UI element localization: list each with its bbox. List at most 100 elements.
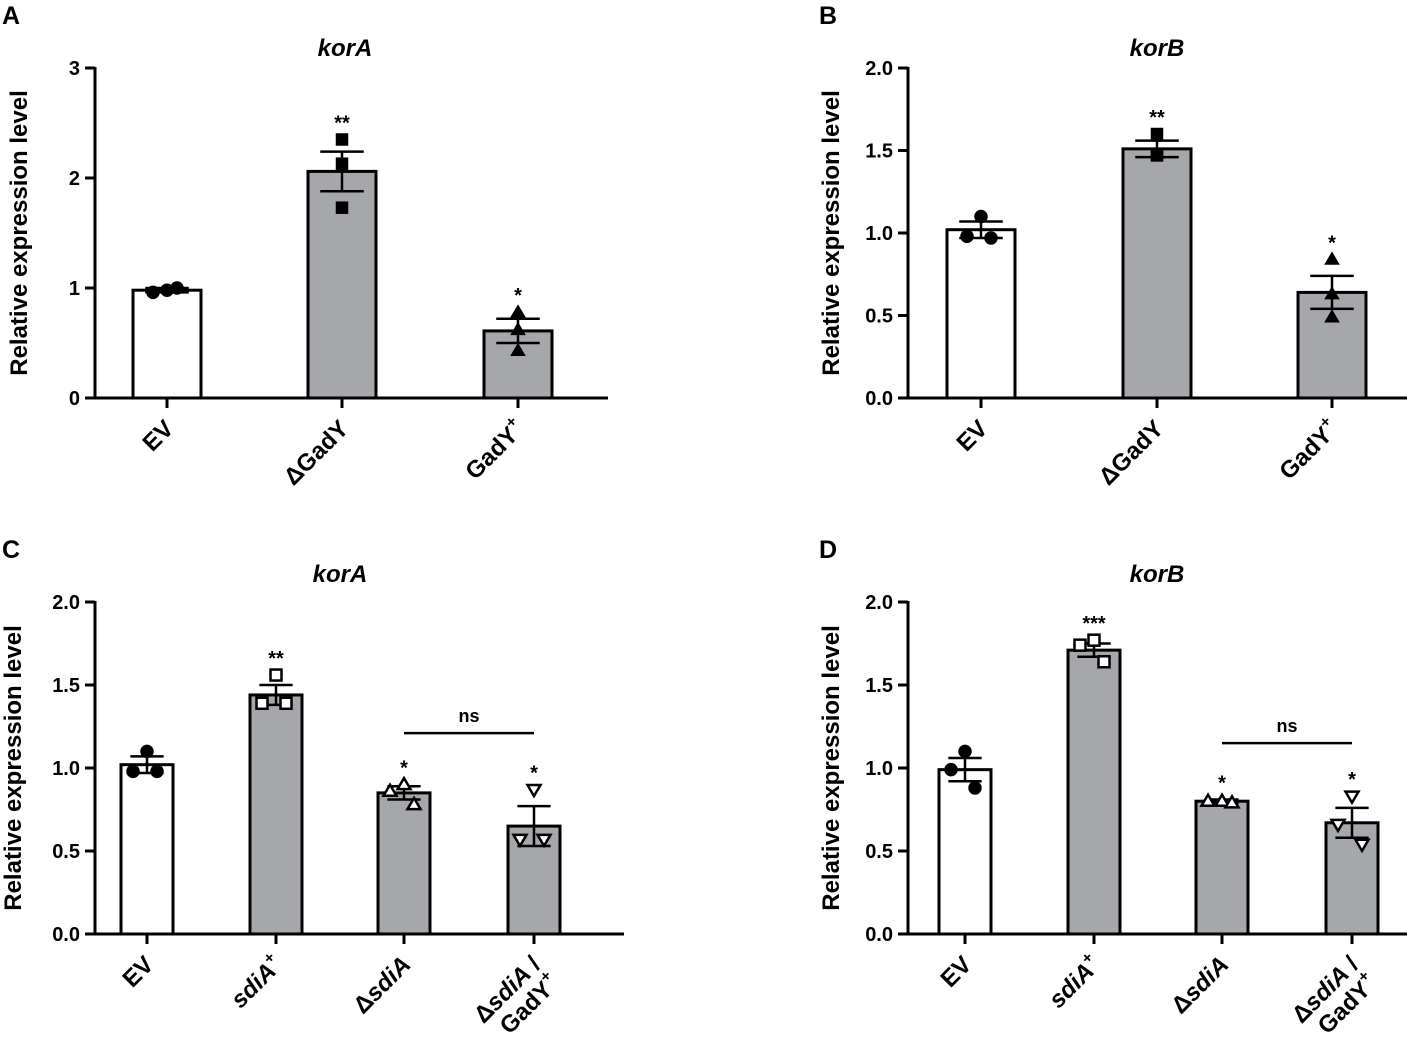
- bar-1: [1121, 147, 1193, 400]
- data-point: [1073, 638, 1087, 652]
- comparison-label: ns: [458, 706, 479, 726]
- x-tick-label: ΔsdiA /GadY+: [469, 951, 558, 1040]
- data-point: [960, 229, 974, 244]
- y-tick-label: 3: [69, 58, 80, 80]
- significance-label: **: [1149, 107, 1165, 129]
- x-tick-label: GadY+: [458, 413, 530, 485]
- y-axis-label: Relative expression level: [818, 90, 845, 376]
- y-tick-label: 0.0: [865, 924, 893, 946]
- x-tick-label: EV: [118, 951, 160, 993]
- x-tick-label: EV: [936, 951, 978, 993]
- data-point: [525, 783, 543, 799]
- x-tick-label-text: EV: [138, 415, 180, 457]
- bar-1: [306, 169, 378, 400]
- data-point: [974, 209, 988, 224]
- bar-0: [131, 288, 203, 400]
- x-tick-label: ΔGadY: [1094, 415, 1170, 491]
- y-tick-label: 1: [69, 278, 80, 300]
- significance-label: ***: [1082, 613, 1106, 635]
- data-point: [944, 762, 958, 777]
- data-point: [1097, 655, 1111, 669]
- data-point: [958, 744, 972, 759]
- data-point: [335, 157, 349, 170]
- x-tick-label-text: EV: [936, 951, 978, 993]
- x-tick-label-text: GadY+: [458, 413, 530, 485]
- data-point: [984, 231, 998, 245]
- data-point: [170, 281, 184, 295]
- y-tick-label: 2: [69, 168, 80, 190]
- data-point: [1199, 792, 1217, 807]
- y-axis-label: Relative expression level: [818, 625, 845, 911]
- y-tick-label: 1.5: [865, 141, 893, 163]
- y-tick-label: 0.5: [865, 841, 893, 863]
- panel-label: D: [819, 536, 837, 564]
- data-point: [405, 795, 423, 811]
- y-tick-label: 2.0: [865, 58, 893, 80]
- chart-title: korB: [1130, 35, 1185, 62]
- data-point: [150, 764, 164, 779]
- y-tick-label: 0: [69, 388, 80, 410]
- x-tick-label: EV: [138, 415, 180, 457]
- data-point: [510, 304, 526, 318]
- chart-title: korB: [1130, 561, 1185, 588]
- panel-label: B: [819, 2, 837, 30]
- chart-title: korA: [313, 561, 368, 588]
- y-tick-label: 1.5: [865, 675, 893, 697]
- data-point: [335, 201, 349, 214]
- data-point: [146, 285, 160, 300]
- bar-0: [937, 768, 993, 936]
- data-point: [1213, 792, 1231, 807]
- data-point: [1223, 793, 1241, 809]
- y-tick-label: 2.0: [52, 592, 80, 614]
- x-tick-label: ΔGadY: [279, 415, 355, 491]
- x-tick-label: sdiA+: [224, 949, 289, 1014]
- y-axis-label: Relative expression level: [0, 625, 27, 911]
- data-point: [1324, 286, 1340, 300]
- comparison-label: ns: [1276, 716, 1297, 736]
- x-tick-label-text: ΔGadY: [279, 415, 355, 491]
- significance-label: *: [1348, 769, 1356, 791]
- data-point: [1087, 633, 1101, 647]
- data-point: [255, 696, 269, 711]
- data-point: [1353, 838, 1371, 854]
- panel-label: C: [2, 536, 20, 564]
- bar-0: [119, 763, 175, 936]
- y-axis-label: Relative expression level: [6, 90, 33, 376]
- data-point: [279, 696, 293, 711]
- data-point: [1343, 790, 1361, 806]
- bar-1: [1066, 648, 1122, 936]
- x-tick-label: EV: [952, 415, 994, 457]
- significance-label: *: [514, 285, 522, 307]
- x-tick-label-text: ΔGadY: [1094, 415, 1170, 491]
- y-tick-label: 0.5: [865, 306, 893, 328]
- y-tick-label: 1.0: [52, 758, 80, 780]
- x-tick-label-text: ΔsdiA: [348, 951, 416, 1019]
- y-tick-label: 1.0: [865, 758, 893, 780]
- significance-label: *: [1218, 773, 1226, 795]
- x-tick-label-text: EV: [952, 415, 994, 457]
- data-point: [381, 782, 399, 798]
- significance-label: **: [268, 648, 284, 670]
- bar-1: [248, 693, 304, 936]
- data-point: [1324, 309, 1340, 323]
- data-point: [535, 833, 553, 849]
- y-tick-label: 0.0: [52, 924, 80, 946]
- x-tick-label: ΔsdiA /GadY+: [1287, 951, 1376, 1040]
- bar-2: [376, 791, 432, 936]
- bar-0: [945, 228, 1017, 400]
- significance-label: **: [334, 113, 350, 135]
- x-tick-label: ΔsdiA: [1166, 951, 1234, 1019]
- significance-label: *: [1328, 232, 1336, 254]
- data-point: [1150, 127, 1164, 141]
- x-tick-label: sdiA+: [1044, 949, 1100, 1014]
- data-point: [126, 764, 140, 779]
- x-tick-label: GadY+: [1272, 413, 1344, 485]
- data-point: [510, 342, 526, 356]
- data-point: [1150, 149, 1164, 162]
- x-tick-label-text: GadY+: [1272, 413, 1344, 485]
- x-tick-label-text: sdiA+: [224, 949, 289, 1014]
